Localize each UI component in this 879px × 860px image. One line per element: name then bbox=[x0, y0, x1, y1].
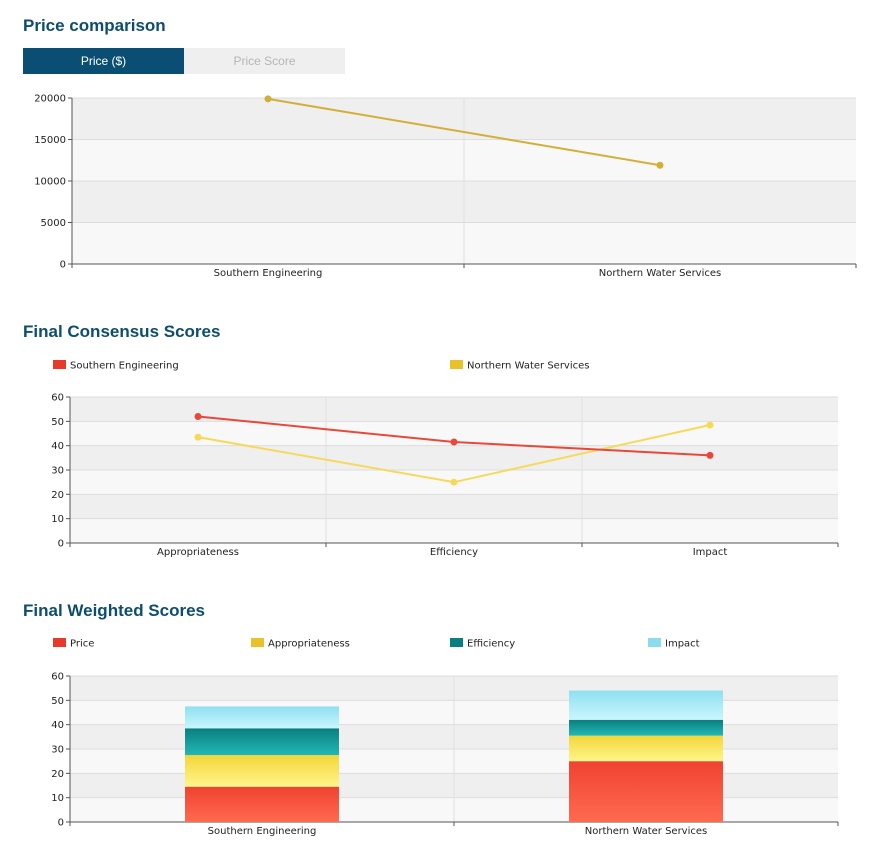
grid-band bbox=[70, 397, 838, 422]
price-line bbox=[267, 97, 661, 167]
bar-segment-efficiency bbox=[569, 719, 723, 736]
x-tick-label: Impact bbox=[693, 547, 728, 558]
bar-segment-impact bbox=[185, 706, 339, 729]
legend-swatch bbox=[450, 638, 463, 647]
legend-swatch bbox=[648, 638, 661, 647]
x-tick-label: Efficiency bbox=[430, 547, 478, 558]
y-tick-label: 40 bbox=[51, 441, 64, 452]
price-point bbox=[656, 161, 664, 169]
y-tick-label: 30 bbox=[51, 745, 64, 756]
tab-price-score[interactable]: Price Score bbox=[184, 48, 345, 74]
y-tick-label: 50 bbox=[51, 696, 64, 707]
grid-band bbox=[70, 518, 838, 543]
legend-swatch bbox=[251, 638, 264, 647]
bar-segment-price bbox=[569, 761, 723, 822]
series-point bbox=[194, 433, 202, 441]
series-point bbox=[450, 438, 458, 446]
y-tick-label: 15000 bbox=[34, 135, 66, 146]
y-tick-label: 60 bbox=[51, 672, 64, 683]
grid-band bbox=[70, 445, 838, 470]
y-tick-label: 5000 bbox=[41, 218, 66, 229]
y-tick-label: 50 bbox=[51, 417, 64, 428]
x-tick-label: Southern Engineering bbox=[208, 826, 317, 837]
price-point bbox=[264, 95, 272, 103]
y-tick-label: 20 bbox=[51, 490, 64, 501]
y-tick-label: 20 bbox=[51, 769, 64, 780]
legend-swatch bbox=[53, 638, 66, 647]
legend-label: Northern Water Services bbox=[467, 361, 589, 372]
series-point bbox=[194, 412, 202, 420]
grid-band bbox=[70, 494, 838, 519]
bar-segment-appropriateness bbox=[569, 735, 723, 762]
price-comparison-title: Price comparison bbox=[23, 16, 166, 35]
y-tick-label: 40 bbox=[51, 720, 64, 731]
x-tick-label: Northern Water Services bbox=[585, 826, 707, 837]
price-tabs: Price ($) Price Score bbox=[23, 48, 345, 74]
series-point bbox=[706, 451, 714, 459]
legend-label: Appropriateness bbox=[268, 639, 350, 650]
y-tick-label: 0 bbox=[60, 260, 66, 271]
y-tick-label: 30 bbox=[51, 466, 64, 477]
weighted-chart: Price Appropriateness Efficiency Impact 0 10 2… bbox=[51, 638, 839, 837]
bar-segment-price bbox=[185, 786, 339, 822]
legend-label: Efficiency bbox=[467, 639, 515, 650]
y-tick-label: 0 bbox=[58, 539, 64, 550]
y-tick-label: 10 bbox=[51, 514, 64, 525]
legend-swatch bbox=[450, 360, 463, 369]
tab-price[interactable]: Price ($) bbox=[23, 48, 184, 74]
x-tick-label: Appropriateness bbox=[157, 547, 239, 558]
consensus-scores-title: Final Consensus Scores bbox=[23, 322, 221, 341]
bar-segment-impact bbox=[569, 690, 723, 720]
y-tick-label: 20000 bbox=[34, 94, 66, 105]
x-tick-label: Northern Water Services bbox=[599, 268, 721, 279]
y-tick-label: 10 bbox=[51, 793, 64, 804]
legend-swatch bbox=[53, 360, 66, 369]
y-tick-label: 10000 bbox=[34, 177, 66, 188]
weighted-scores-title: Final Weighted Scores bbox=[23, 601, 206, 620]
legend-label: Southern Engineering bbox=[70, 361, 179, 372]
y-tick-label: 0 bbox=[58, 818, 64, 829]
bar-segment-appropriateness bbox=[185, 755, 339, 787]
consensus-chart: Southern Engineering Northern Water Servi… bbox=[51, 360, 839, 558]
series-point bbox=[450, 478, 458, 486]
x-tick-label: Southern Engineering bbox=[214, 268, 323, 279]
legend-label: Impact bbox=[665, 639, 700, 650]
price-chart: 0 5000 10000 15000 20000 Southern Engineering… bbox=[34, 94, 857, 279]
y-tick-label: 60 bbox=[51, 393, 64, 404]
legend-label: Price bbox=[70, 639, 94, 650]
series-point bbox=[706, 421, 714, 429]
bar-segment-efficiency bbox=[185, 728, 339, 756]
